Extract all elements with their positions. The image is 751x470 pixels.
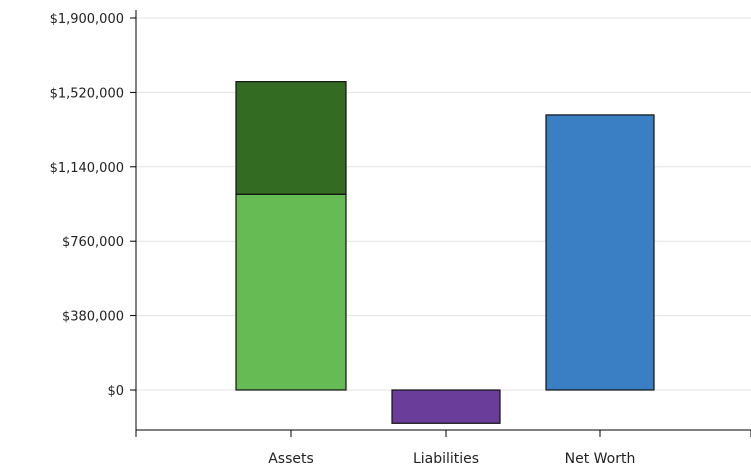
y-tick-label: $1,900,000 <box>50 12 124 27</box>
gridlines <box>136 17 751 391</box>
x-tick-label: Liabilities <box>413 451 479 467</box>
y-ticks: $0 $380,000 $760,000 $1,140,000 $1,520,000 $1… <box>50 12 136 399</box>
x-tick-label: Net Worth <box>565 451 636 467</box>
bar-assets-segment-0 <box>235 193 347 391</box>
y-tick-label: $760,000 <box>62 235 124 250</box>
bars <box>235 81 655 424</box>
x-ticks: Assets Liabilities Net Worth <box>135 430 751 467</box>
y-tick-label: $1,520,000 <box>50 86 124 101</box>
y-tick-label: $0 <box>107 384 124 399</box>
x-tick-label: Assets <box>268 451 314 467</box>
bar-assets-segment-1 <box>235 81 347 195</box>
bar-net-worth-segment-2 <box>545 114 655 391</box>
bar-liabilities-segment-0 <box>391 389 501 424</box>
y-tick-label: $380,000 <box>62 310 124 325</box>
y-tick-label: $1,140,000 <box>50 161 124 176</box>
